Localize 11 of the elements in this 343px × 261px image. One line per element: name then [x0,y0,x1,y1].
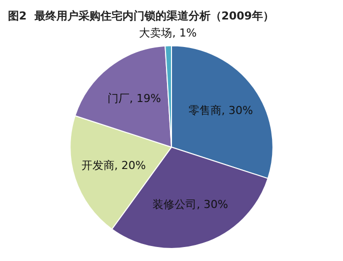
data-label: , 19% [129,92,161,105]
data-label: , 30% [222,104,253,118]
chart-title: 图2 最终用户采购住宅内门锁的渠道分析（2009年） [8,9,274,22]
slice-label: 大卖场 [139,26,172,40]
data-label: , 30% [196,198,228,211]
data-label: , 20% [114,158,146,172]
slice-label: 门厂 [107,92,130,105]
slice-label: 开发商 [81,158,114,172]
data-label: , 1% [172,26,197,40]
slice-label: 装修公司 [152,198,197,211]
slice-label: 零售商 [188,104,222,118]
